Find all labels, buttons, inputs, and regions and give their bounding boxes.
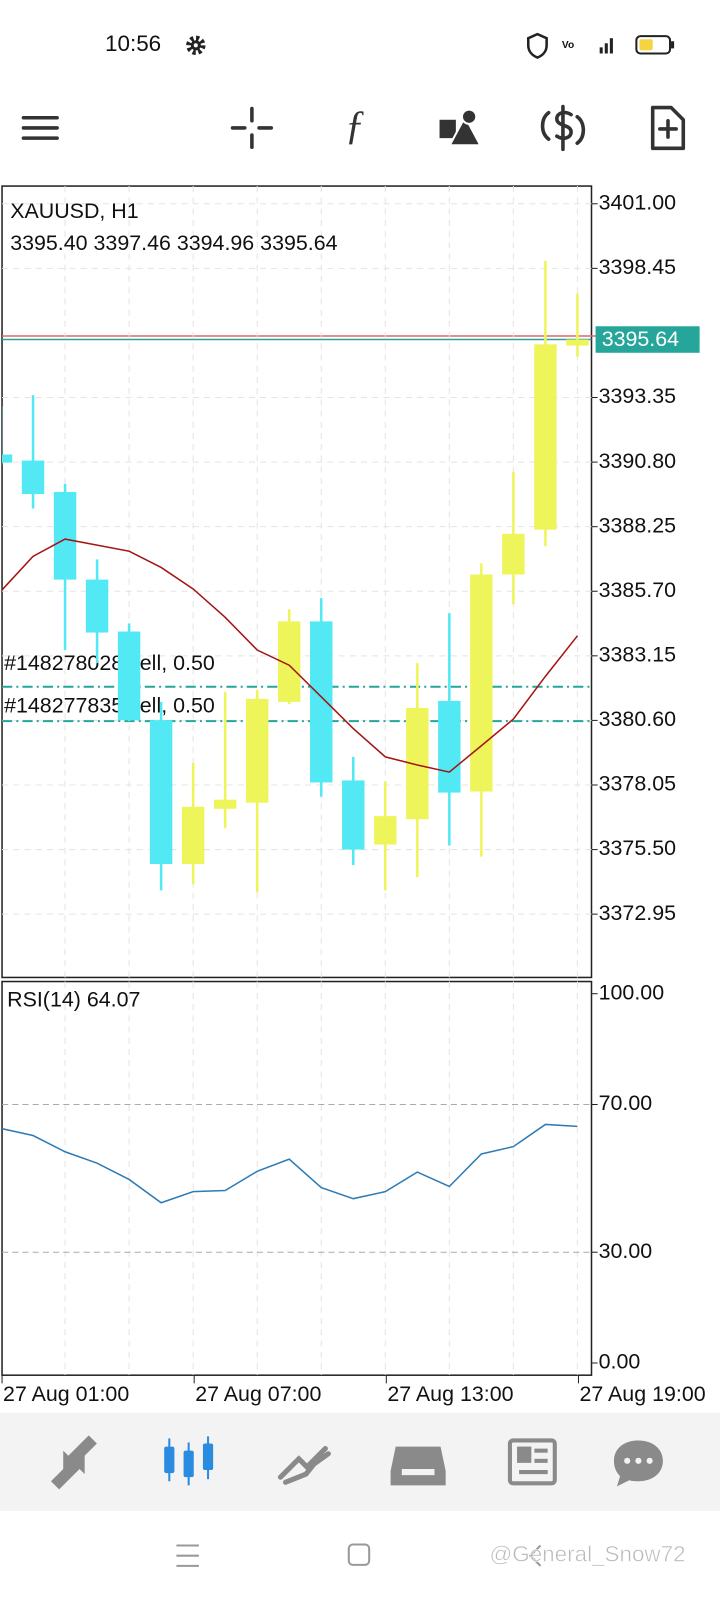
toolbar: ƒ	[21, 102, 686, 152]
x-tick-label: 27 Aug 07:00	[195, 1382, 321, 1406]
candle-body	[278, 621, 301, 702]
battery-icon	[635, 35, 675, 55]
vpn-icon	[526, 32, 548, 59]
y-tick-label: 3398.45	[599, 255, 676, 279]
candle-body	[534, 344, 557, 530]
trade-button[interactable]	[540, 104, 586, 152]
y-tick-label: 3372.95	[599, 901, 676, 925]
candle-body	[117, 631, 141, 721]
quotes-tab[interactable]	[50, 1435, 97, 1490]
y-tick-label: 3375.50	[599, 836, 676, 860]
indicators-button[interactable]: ƒ	[345, 102, 365, 147]
y-tick-label: 3385.70	[599, 578, 676, 602]
y-tick-label: 0.00	[599, 1350, 641, 1374]
y-tick-label: 3380.60	[599, 707, 676, 731]
rsi-chart: 100.00 70.00 30.00 0.00 27 Aug 01:00 27 Aug 0…	[1, 980, 706, 1406]
status-bar: 10:56 Vo	[105, 31, 675, 59]
y-tick-label: 3378.05	[599, 772, 676, 796]
candle-body	[566, 339, 589, 346]
crosshair-button[interactable]	[230, 106, 274, 150]
candle-body	[2, 454, 13, 463]
rsi-plot	[2, 981, 592, 1376]
objects-button[interactable]	[439, 108, 483, 147]
candle-body	[406, 707, 429, 820]
y-tick-label: 100.00	[599, 980, 665, 1004]
y-tick-label: 3393.35	[599, 384, 676, 408]
settings-icon	[186, 35, 206, 56]
volte-icon: Vo	[562, 40, 574, 51]
candle-body	[374, 816, 397, 845]
x-tick-label: 27 Aug 19:00	[579, 1382, 705, 1406]
rsi-line	[2, 1123, 578, 1204]
new-order-button[interactable]	[650, 105, 686, 151]
price-tag-label: 3395.64	[602, 327, 679, 351]
home-button[interactable]	[347, 1543, 371, 1566]
candle-body	[53, 491, 77, 580]
candle-body	[149, 720, 173, 864]
moving-average	[2, 538, 579, 773]
candle-body	[181, 806, 205, 864]
nav-bar	[176, 1543, 542, 1567]
candle-body	[342, 780, 365, 850]
watermark: @General_Snow72	[490, 1542, 686, 1567]
candle-body	[438, 700, 461, 793]
y-tick-label: 30.00	[599, 1239, 653, 1263]
candle-body	[310, 621, 333, 783]
back-button[interactable]	[528, 1544, 542, 1567]
candle-body	[245, 698, 269, 803]
ohlc-label: 3395.40 3397.46 3394.96 3395.64	[10, 231, 337, 255]
chart-title: XAUUSD, H1	[10, 199, 138, 223]
y-tick-label: 3388.25	[599, 513, 676, 537]
y-tick-label: 70.00	[599, 1091, 653, 1115]
x-tick-label: 27 Aug 13:00	[387, 1382, 513, 1406]
tab-bar	[0, 1412, 720, 1511]
history-tab[interactable]	[390, 1446, 446, 1486]
rsi-title: RSI(14) 64.07	[7, 988, 140, 1012]
signal-icon	[599, 38, 613, 54]
rsi-chart-frame	[1, 980, 593, 1376]
x-tick-label: 27 Aug 01:00	[3, 1382, 129, 1406]
order-label: #148278028 sell, 0.50	[4, 651, 215, 675]
recent-apps-button[interactable]	[176, 1544, 199, 1567]
chat-tab[interactable]	[613, 1440, 663, 1487]
menu-button[interactable]	[21, 115, 59, 140]
price-tag	[595, 326, 700, 353]
y-tick-label: 3383.15	[599, 642, 676, 666]
main-chart: 3401.00 3398.45 3393.35 3390.80 3388.25 3385.…	[2, 190, 700, 925]
y-tick-label: 3401.00	[599, 190, 676, 214]
chart-tab[interactable]	[164, 1436, 214, 1486]
candle-body	[21, 460, 45, 495]
order-label: #148277835 sell, 0.50	[4, 694, 215, 718]
clock: 10:56	[105, 31, 161, 56]
main-plot: #148278028 sell, 0.50 #148277835 sell, 0.…	[2, 186, 592, 978]
candle-body	[502, 533, 525, 575]
y-tick-label: 3390.80	[599, 449, 676, 473]
candle-body	[85, 579, 109, 633]
news-tab[interactable]	[507, 1438, 557, 1486]
candle-body	[470, 574, 493, 792]
candle-body	[213, 799, 237, 809]
trade-tab[interactable]	[277, 1446, 331, 1485]
